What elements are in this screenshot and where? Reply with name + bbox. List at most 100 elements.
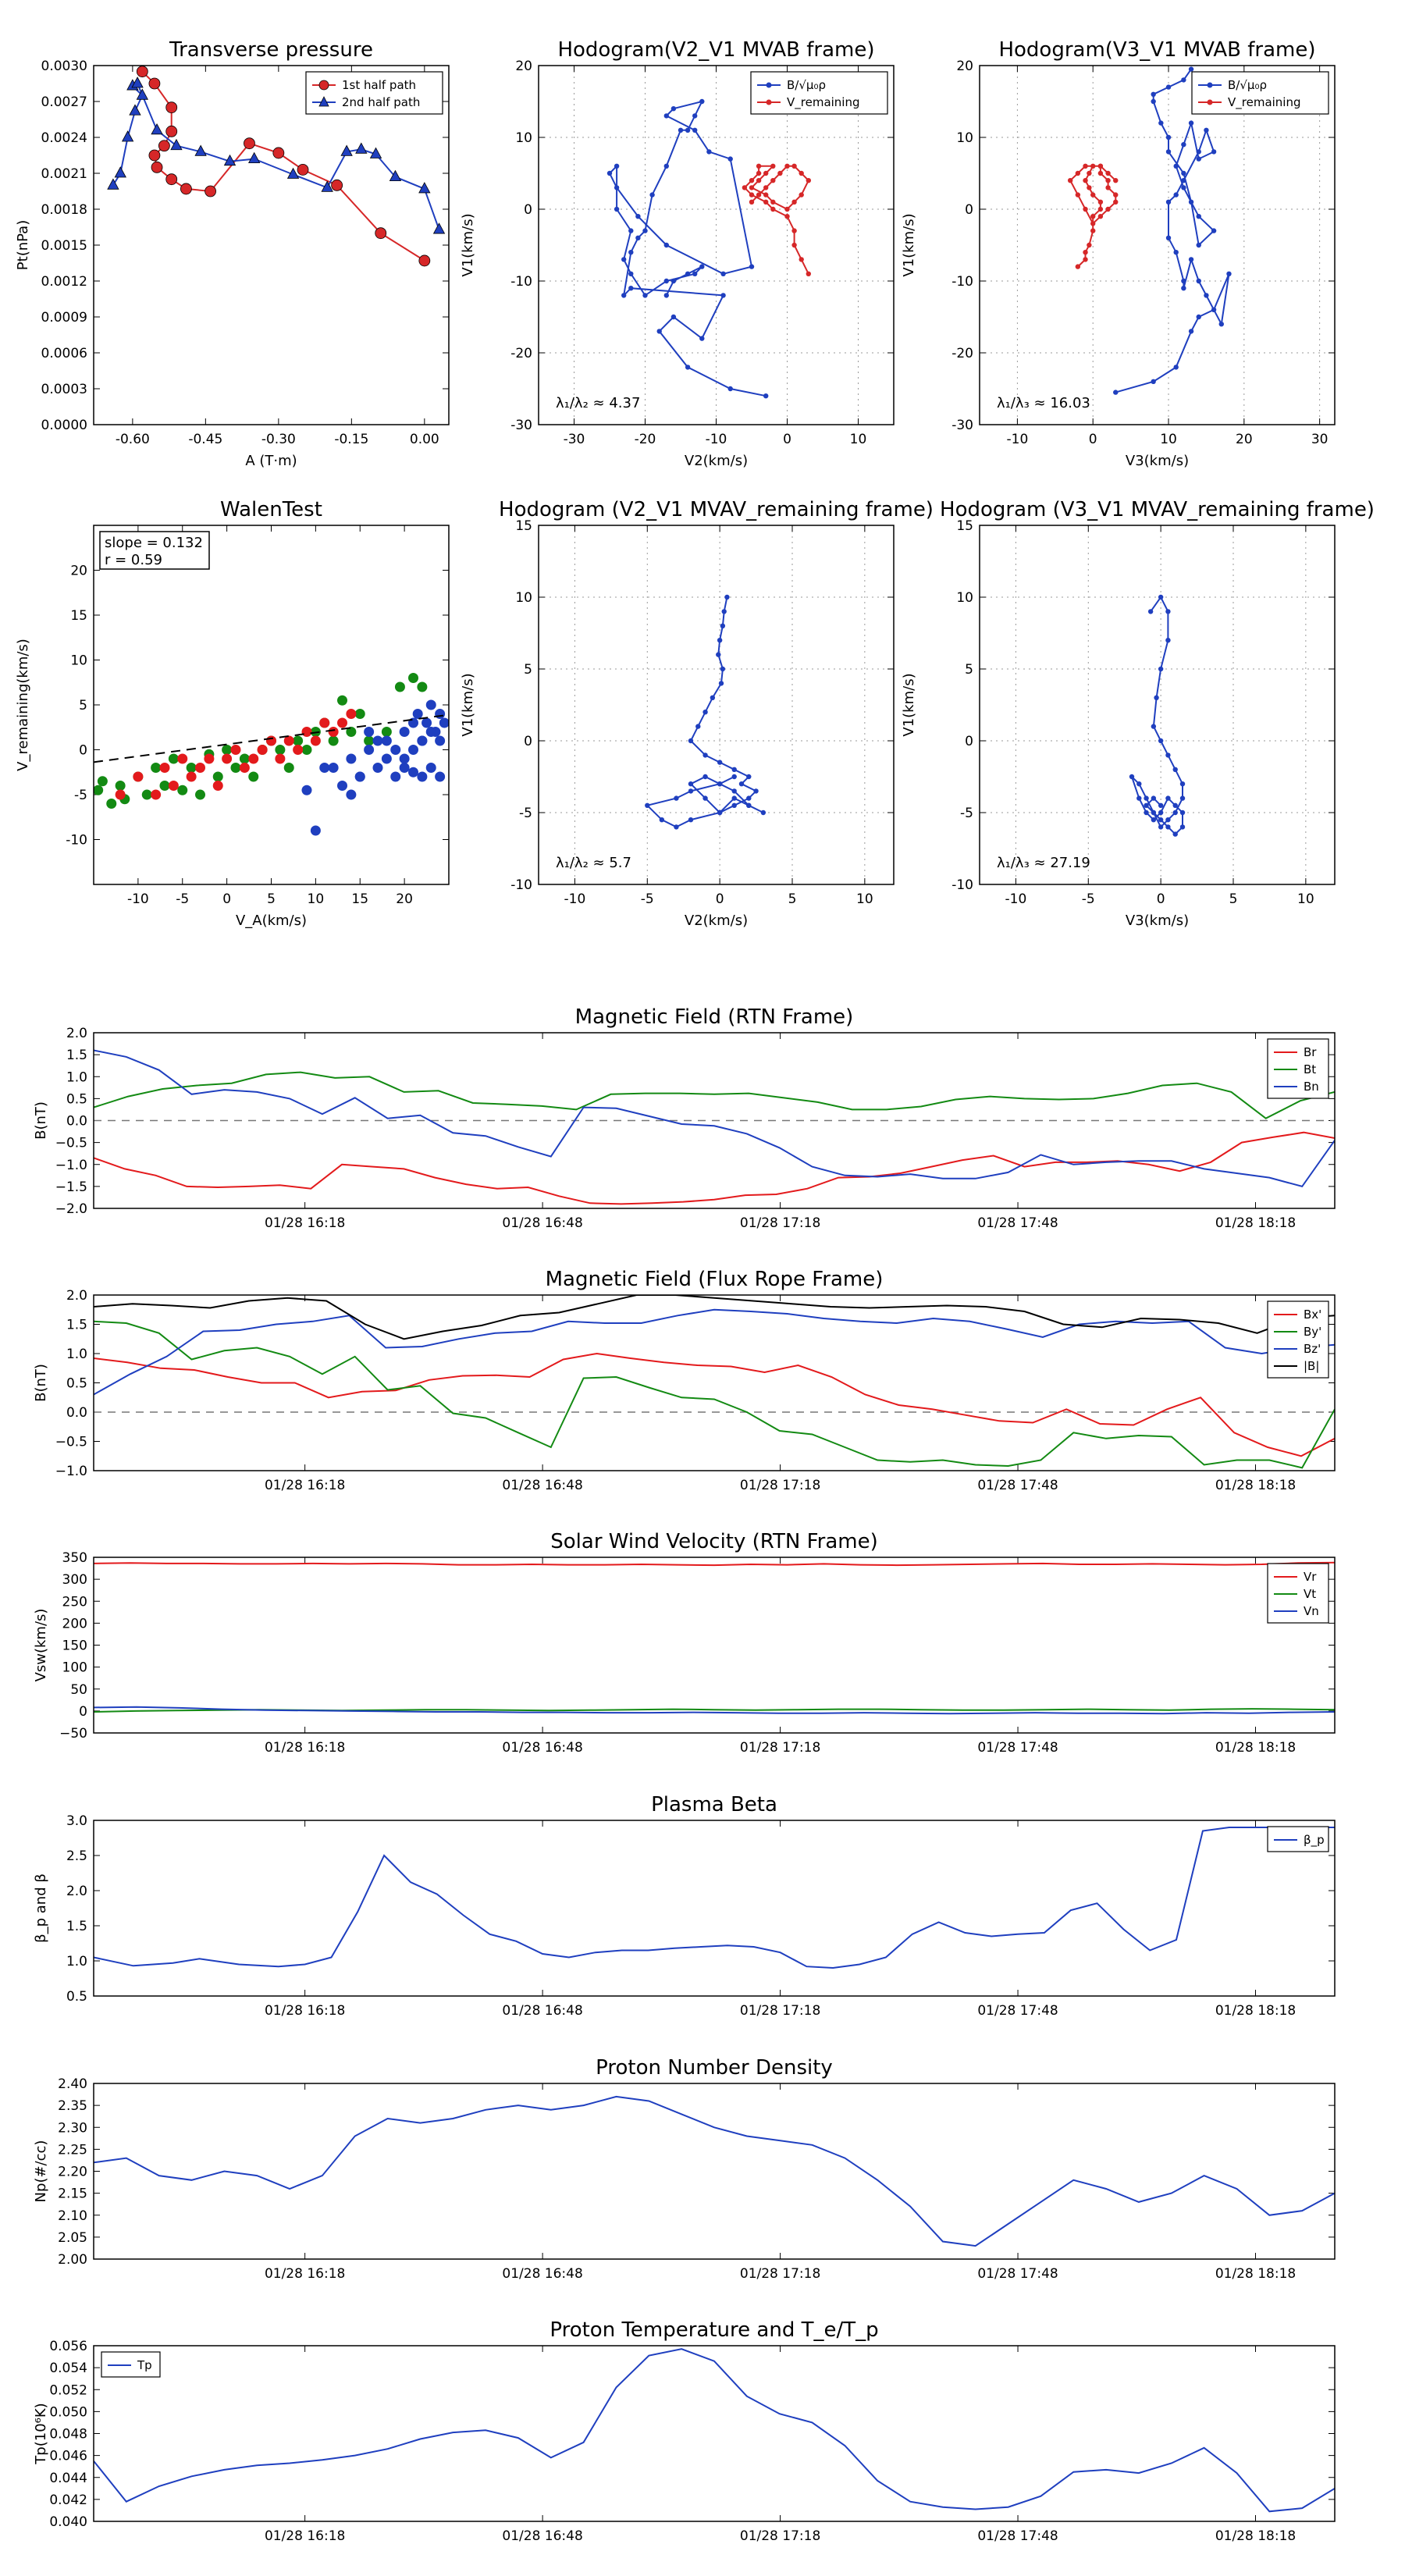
x-tick-label: 01/28 16:48: [502, 1215, 582, 1231]
data-point: [1165, 84, 1172, 90]
data-point: [310, 825, 321, 836]
y-axis-label: Tp(10⁶K): [33, 2403, 49, 2464]
plot-frame: [538, 525, 895, 885]
series-Np: [94, 2095, 1335, 2247]
chart-title: Hodogram (V2_V1 MVAV_remaining frame): [499, 498, 934, 521]
y-tick-label: 2.0: [66, 1288, 87, 1304]
eigenvalue-ratio-annotation: λ₁/λ₂ ≈ 5.7: [556, 855, 631, 871]
data-point: [435, 771, 446, 782]
y-tick-label: 10: [70, 653, 87, 669]
x-tick-label: 01/28 17:18: [740, 1215, 820, 1231]
data-point: [131, 76, 144, 88]
series-line: [94, 2095, 1335, 2247]
data-point: [770, 178, 776, 183]
data-point: [319, 763, 330, 773]
data-point: [688, 817, 694, 823]
data-point: [1179, 795, 1186, 801]
data-point: [1113, 178, 1119, 183]
data-point: [746, 774, 752, 780]
data-point: [248, 753, 259, 764]
data-point: [1083, 163, 1088, 169]
x-tick-label: -0.30: [261, 432, 296, 447]
series-Bn: [94, 1049, 1335, 1188]
x-tick-label: 0: [783, 432, 791, 447]
data-point: [204, 753, 215, 764]
y-tick-label: 0.0021: [41, 166, 87, 182]
y-tick-label: 0.0030: [41, 59, 87, 74]
data-point: [1151, 809, 1157, 816]
y-tick-label: 0.056: [49, 2339, 87, 2354]
data-point: [710, 695, 716, 700]
y-tick-label: 1.0: [66, 1954, 87, 1969]
y-tick-label: 150: [62, 1638, 87, 1654]
data-point: [702, 710, 708, 715]
data-point: [141, 789, 152, 800]
x-tick-label: 01/28 17:48: [977, 2003, 1058, 2019]
data-point: [283, 735, 294, 746]
data-point: [1188, 120, 1194, 126]
y-axis-label: B(nT): [33, 1364, 49, 1402]
data-point: [186, 771, 197, 782]
legend-label: Bx': [1304, 1308, 1321, 1322]
data-point: [663, 278, 669, 284]
x-tick-label: -20: [635, 432, 656, 447]
x-tick-label: -0.45: [188, 432, 222, 447]
data-point: [663, 293, 669, 298]
data-point: [1211, 228, 1217, 233]
data-point: [702, 795, 708, 801]
y-tick-label: -30: [951, 418, 973, 433]
data-point: [688, 738, 694, 744]
y-tick-label: -20: [510, 346, 532, 361]
y-tick-label: 0.0: [66, 1114, 87, 1130]
y-tick-label: 100: [62, 1660, 87, 1676]
series-line: [94, 1827, 1335, 1969]
data-point: [244, 137, 255, 150]
y-tick-label: −50: [59, 1726, 87, 1742]
data-point: [1158, 824, 1164, 830]
data-point: [364, 745, 375, 755]
y-tick-label: 0.0027: [41, 94, 87, 110]
data-point: [186, 763, 197, 773]
data-point: [670, 314, 677, 320]
y-tick-label: 250: [62, 1594, 87, 1610]
chart-h4: Hodogram (V3_V1 MVAV_remaining frame) -10…: [901, 498, 1375, 929]
data-point: [272, 147, 285, 159]
y-tick-label: −2.0: [55, 1201, 87, 1217]
data-point: [738, 781, 745, 787]
data-point: [799, 192, 804, 197]
y-tick-label: 1.5: [66, 1318, 87, 1333]
data-point: [628, 228, 634, 233]
chart-mag_rtn: Magnetic Field (RTN Frame) 01/28 16:18 01/…: [33, 1005, 1336, 1231]
data-point: [399, 727, 410, 737]
x-tick-label: 01/28 16:18: [265, 1740, 345, 1756]
chart-title: Transverse pressure: [169, 38, 373, 62]
data-point: [331, 179, 343, 191]
data-point: [340, 144, 353, 156]
data-point: [418, 254, 431, 267]
data-point: [721, 609, 727, 614]
data-point: [1090, 228, 1096, 233]
x-axis-label: V2(km/s): [685, 913, 748, 929]
data-point: [1165, 609, 1171, 614]
y-tick-label: 0.0009: [41, 310, 87, 326]
data-point: [1181, 286, 1186, 291]
y-tick-label: 0.046: [49, 2449, 87, 2464]
data-point: [165, 101, 178, 114]
data-point: [806, 271, 812, 276]
data-point: [408, 673, 418, 683]
legend-label: Br: [1304, 1045, 1317, 1059]
legend: Bx' By' Bz' |B|: [1267, 1300, 1329, 1379]
data-layer: [94, 1827, 1335, 1969]
x-tick-label: 01/28 17:18: [740, 1740, 820, 1756]
data-point: [692, 113, 698, 119]
x-tick-label: 5: [788, 891, 797, 907]
data-point: [195, 763, 205, 773]
y-tick-label: 0.044: [49, 2471, 87, 2486]
y-tick-label: 0.0: [66, 1405, 87, 1421]
data-point: [656, 329, 662, 334]
data-point: [1136, 795, 1142, 801]
legend-box: [1191, 71, 1329, 115]
data-point: [699, 98, 705, 105]
series-Vr: [94, 1561, 1335, 1567]
x-tick-label: 0: [222, 891, 231, 907]
